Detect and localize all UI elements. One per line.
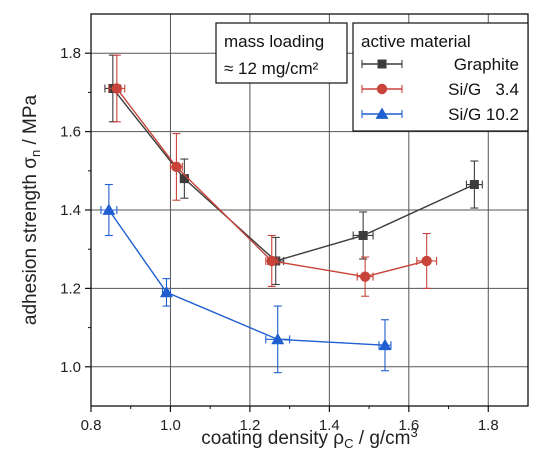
legend-marker <box>376 83 388 95</box>
data-point <box>266 255 277 267</box>
data-point <box>421 255 432 267</box>
x-tick-label: 1.8 <box>478 417 499 434</box>
legend-label: Si/G 3.4 <box>448 80 519 99</box>
data-point <box>111 83 123 94</box>
y-tick-label: 1.2 <box>60 280 81 297</box>
y-tick-label: 1.0 <box>60 359 81 376</box>
legend-marker <box>375 107 389 119</box>
annotation-line-1: mass loading <box>224 32 324 51</box>
series-2 <box>100 183 392 374</box>
data-point <box>171 161 182 173</box>
data-point <box>358 230 368 240</box>
legend-entry: Si/G 10.2 <box>361 105 519 124</box>
x-tick-label: 1.4 <box>319 417 340 434</box>
legend-label: Si/G 10.2 <box>448 105 519 124</box>
x-tick-label: 0.8 <box>81 417 102 434</box>
mass-loading-annotation: mass loading ≈ 12 mg/cm² <box>215 22 348 84</box>
legend-title: active material <box>361 32 471 51</box>
annotation-line-2: ≈ 12 mg/cm² <box>224 59 319 78</box>
y-tick-label: 1.8 <box>60 45 81 62</box>
x-tick-label: 1.6 <box>398 417 419 434</box>
data-point <box>271 332 285 345</box>
data-point <box>102 203 116 215</box>
data-point <box>469 180 479 190</box>
x-tick-label: 1.2 <box>239 417 260 434</box>
data-point <box>378 338 392 351</box>
data-point <box>159 285 173 298</box>
y-axis-label: adhesion strength σn / MPa <box>20 94 43 325</box>
legend-marker <box>377 59 387 69</box>
data-point <box>179 174 189 184</box>
series-1 <box>108 54 438 297</box>
x-tick-label: 1.0 <box>160 417 181 434</box>
legend-entry: Si/G 3.4 <box>361 80 519 99</box>
data-point <box>359 271 371 282</box>
series-line <box>108 209 386 346</box>
y-tick-label: 1.6 <box>60 124 81 141</box>
x-axis-label: coating density ρC / g/cm3 <box>201 425 417 451</box>
legend: active material Graphite Si/G 3.4 Si/G 10.… <box>352 22 529 132</box>
plot-series <box>100 54 483 374</box>
axis-ticks: 0.8 1.0 1.2 1.4 1.6 1.8 1.0 1.2 1.4 1.6 1.8 <box>60 45 499 434</box>
legend-label: Graphite <box>454 55 519 74</box>
legend-entry: Graphite <box>361 55 519 74</box>
y-tick-label: 1.4 <box>60 202 81 219</box>
